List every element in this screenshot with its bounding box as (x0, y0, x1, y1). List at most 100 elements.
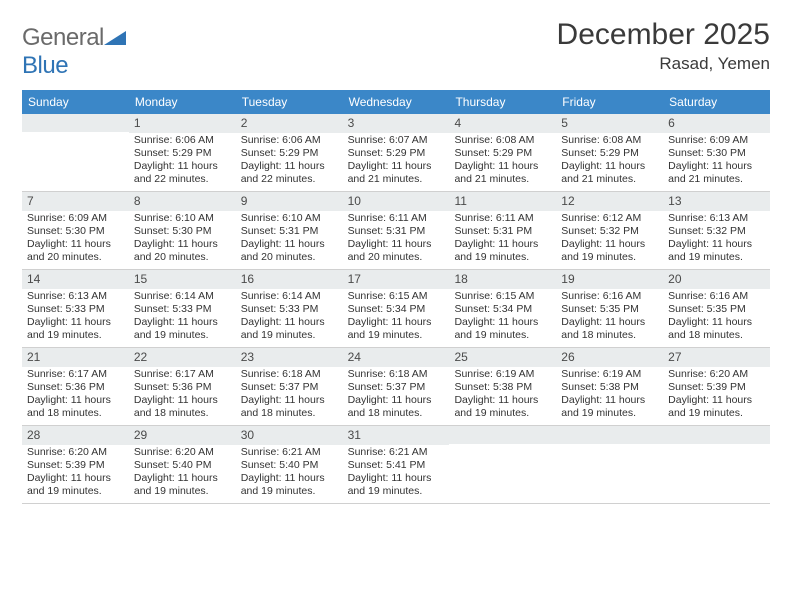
month-title: December 2025 (557, 18, 770, 52)
day-body: Sunrise: 6:15 AMSunset: 5:34 PMDaylight:… (343, 289, 450, 347)
day-ss: Sunset: 5:36 PM (134, 381, 231, 394)
day-ss: Sunset: 5:39 PM (668, 381, 765, 394)
day-sr: Sunrise: 6:10 AM (241, 212, 338, 225)
day-ss: Sunset: 5:40 PM (241, 459, 338, 472)
day-cell: 18Sunrise: 6:15 AMSunset: 5:34 PMDayligh… (449, 270, 556, 348)
day-cell: 15Sunrise: 6:14 AMSunset: 5:33 PMDayligh… (129, 270, 236, 348)
day-cell: 16Sunrise: 6:14 AMSunset: 5:33 PMDayligh… (236, 270, 343, 348)
day-dl2: and 19 minutes. (241, 329, 338, 342)
day-dl1: Daylight: 11 hours (348, 316, 445, 329)
title-block: December 2025 Rasad, Yemen (557, 18, 770, 74)
day-number: 17 (343, 270, 450, 289)
day-sr: Sunrise: 6:21 AM (241, 446, 338, 459)
day-ss: Sunset: 5:30 PM (134, 225, 231, 238)
day-sr: Sunrise: 6:15 AM (454, 290, 551, 303)
day-sr: Sunrise: 6:17 AM (134, 368, 231, 381)
day-dl2: and 19 minutes. (134, 329, 231, 342)
day-ss: Sunset: 5:29 PM (348, 147, 445, 160)
day-ss: Sunset: 5:29 PM (561, 147, 658, 160)
day-cell: 12Sunrise: 6:12 AMSunset: 5:32 PMDayligh… (556, 192, 663, 270)
day-body: Sunrise: 6:08 AMSunset: 5:29 PMDaylight:… (556, 133, 663, 191)
day-cell: 17Sunrise: 6:15 AMSunset: 5:34 PMDayligh… (343, 270, 450, 348)
day-dl2: and 22 minutes. (134, 173, 231, 186)
day-sr: Sunrise: 6:19 AM (561, 368, 658, 381)
day-dl2: and 19 minutes. (27, 485, 124, 498)
dayhead-thursday: Thursday (449, 90, 556, 114)
day-body: Sunrise: 6:10 AMSunset: 5:30 PMDaylight:… (129, 211, 236, 269)
day-dl1: Daylight: 11 hours (348, 394, 445, 407)
day-dl2: and 21 minutes. (668, 173, 765, 186)
day-body: Sunrise: 6:09 AMSunset: 5:30 PMDaylight:… (663, 133, 770, 191)
day-sr: Sunrise: 6:06 AM (134, 134, 231, 147)
day-cell: 10Sunrise: 6:11 AMSunset: 5:31 PMDayligh… (343, 192, 450, 270)
dayhead-row: SundayMondayTuesdayWednesdayThursdayFrid… (22, 90, 770, 114)
day-dl1: Daylight: 11 hours (27, 394, 124, 407)
day-dl1: Daylight: 11 hours (241, 238, 338, 251)
day-cell: 6Sunrise: 6:09 AMSunset: 5:30 PMDaylight… (663, 114, 770, 192)
day-dl1: Daylight: 11 hours (27, 472, 124, 485)
day-dl1: Daylight: 11 hours (561, 316, 658, 329)
day-cell (449, 426, 556, 504)
day-dl1: Daylight: 11 hours (134, 394, 231, 407)
day-cell: 9Sunrise: 6:10 AMSunset: 5:31 PMDaylight… (236, 192, 343, 270)
logo-text: General Blue (22, 24, 126, 80)
day-dl1: Daylight: 11 hours (27, 316, 124, 329)
day-sr: Sunrise: 6:07 AM (348, 134, 445, 147)
day-sr: Sunrise: 6:18 AM (241, 368, 338, 381)
day-number (663, 426, 770, 444)
day-body: Sunrise: 6:19 AMSunset: 5:38 PMDaylight:… (556, 367, 663, 425)
day-cell: 19Sunrise: 6:16 AMSunset: 5:35 PMDayligh… (556, 270, 663, 348)
day-body: Sunrise: 6:20 AMSunset: 5:40 PMDaylight:… (129, 445, 236, 503)
day-sr: Sunrise: 6:13 AM (668, 212, 765, 225)
day-dl2: and 18 minutes. (561, 329, 658, 342)
day-sr: Sunrise: 6:08 AM (454, 134, 551, 147)
dayhead-saturday: Saturday (663, 90, 770, 114)
day-cell: 1Sunrise: 6:06 AMSunset: 5:29 PMDaylight… (129, 114, 236, 192)
day-dl1: Daylight: 11 hours (454, 160, 551, 173)
day-body: Sunrise: 6:18 AMSunset: 5:37 PMDaylight:… (236, 367, 343, 425)
day-cell: 22Sunrise: 6:17 AMSunset: 5:36 PMDayligh… (129, 348, 236, 426)
day-body: Sunrise: 6:19 AMSunset: 5:38 PMDaylight:… (449, 367, 556, 425)
day-number: 22 (129, 348, 236, 367)
day-sr: Sunrise: 6:19 AM (454, 368, 551, 381)
day-dl1: Daylight: 11 hours (348, 160, 445, 173)
day-body: Sunrise: 6:21 AMSunset: 5:40 PMDaylight:… (236, 445, 343, 503)
week-row: 1Sunrise: 6:06 AMSunset: 5:29 PMDaylight… (22, 114, 770, 192)
day-dl2: and 20 minutes. (134, 251, 231, 264)
day-cell: 26Sunrise: 6:19 AMSunset: 5:38 PMDayligh… (556, 348, 663, 426)
week-row: 21Sunrise: 6:17 AMSunset: 5:36 PMDayligh… (22, 348, 770, 426)
day-body: Sunrise: 6:09 AMSunset: 5:30 PMDaylight:… (22, 211, 129, 269)
day-dl2: and 18 minutes. (241, 407, 338, 420)
day-sr: Sunrise: 6:14 AM (134, 290, 231, 303)
dayhead-friday: Friday (556, 90, 663, 114)
day-dl1: Daylight: 11 hours (134, 160, 231, 173)
day-number: 5 (556, 114, 663, 133)
day-body: Sunrise: 6:18 AMSunset: 5:37 PMDaylight:… (343, 367, 450, 425)
day-dl2: and 19 minutes. (668, 407, 765, 420)
day-dl2: and 19 minutes. (454, 251, 551, 264)
day-dl1: Daylight: 11 hours (561, 160, 658, 173)
week-row: 28Sunrise: 6:20 AMSunset: 5:39 PMDayligh… (22, 426, 770, 504)
day-sr: Sunrise: 6:11 AM (454, 212, 551, 225)
day-dl2: and 20 minutes. (241, 251, 338, 264)
day-body: Sunrise: 6:17 AMSunset: 5:36 PMDaylight:… (22, 367, 129, 425)
logo-part2: Blue (22, 52, 68, 79)
day-body: Sunrise: 6:13 AMSunset: 5:33 PMDaylight:… (22, 289, 129, 347)
day-dl1: Daylight: 11 hours (454, 238, 551, 251)
day-cell (556, 426, 663, 504)
day-sr: Sunrise: 6:11 AM (348, 212, 445, 225)
day-dl2: and 18 minutes. (134, 407, 231, 420)
calendar: SundayMondayTuesdayWednesdayThursdayFrid… (22, 90, 770, 504)
day-dl1: Daylight: 11 hours (241, 472, 338, 485)
location: Rasad, Yemen (557, 54, 770, 74)
day-body: Sunrise: 6:20 AMSunset: 5:39 PMDaylight:… (663, 367, 770, 425)
day-cell: 11Sunrise: 6:11 AMSunset: 5:31 PMDayligh… (449, 192, 556, 270)
day-body: Sunrise: 6:16 AMSunset: 5:35 PMDaylight:… (663, 289, 770, 347)
day-dl1: Daylight: 11 hours (561, 394, 658, 407)
day-dl2: and 21 minutes. (348, 173, 445, 186)
day-dl2: and 21 minutes. (454, 173, 551, 186)
day-body: Sunrise: 6:21 AMSunset: 5:41 PMDaylight:… (343, 445, 450, 503)
day-cell: 7Sunrise: 6:09 AMSunset: 5:30 PMDaylight… (22, 192, 129, 270)
day-ss: Sunset: 5:31 PM (241, 225, 338, 238)
day-ss: Sunset: 5:34 PM (454, 303, 551, 316)
